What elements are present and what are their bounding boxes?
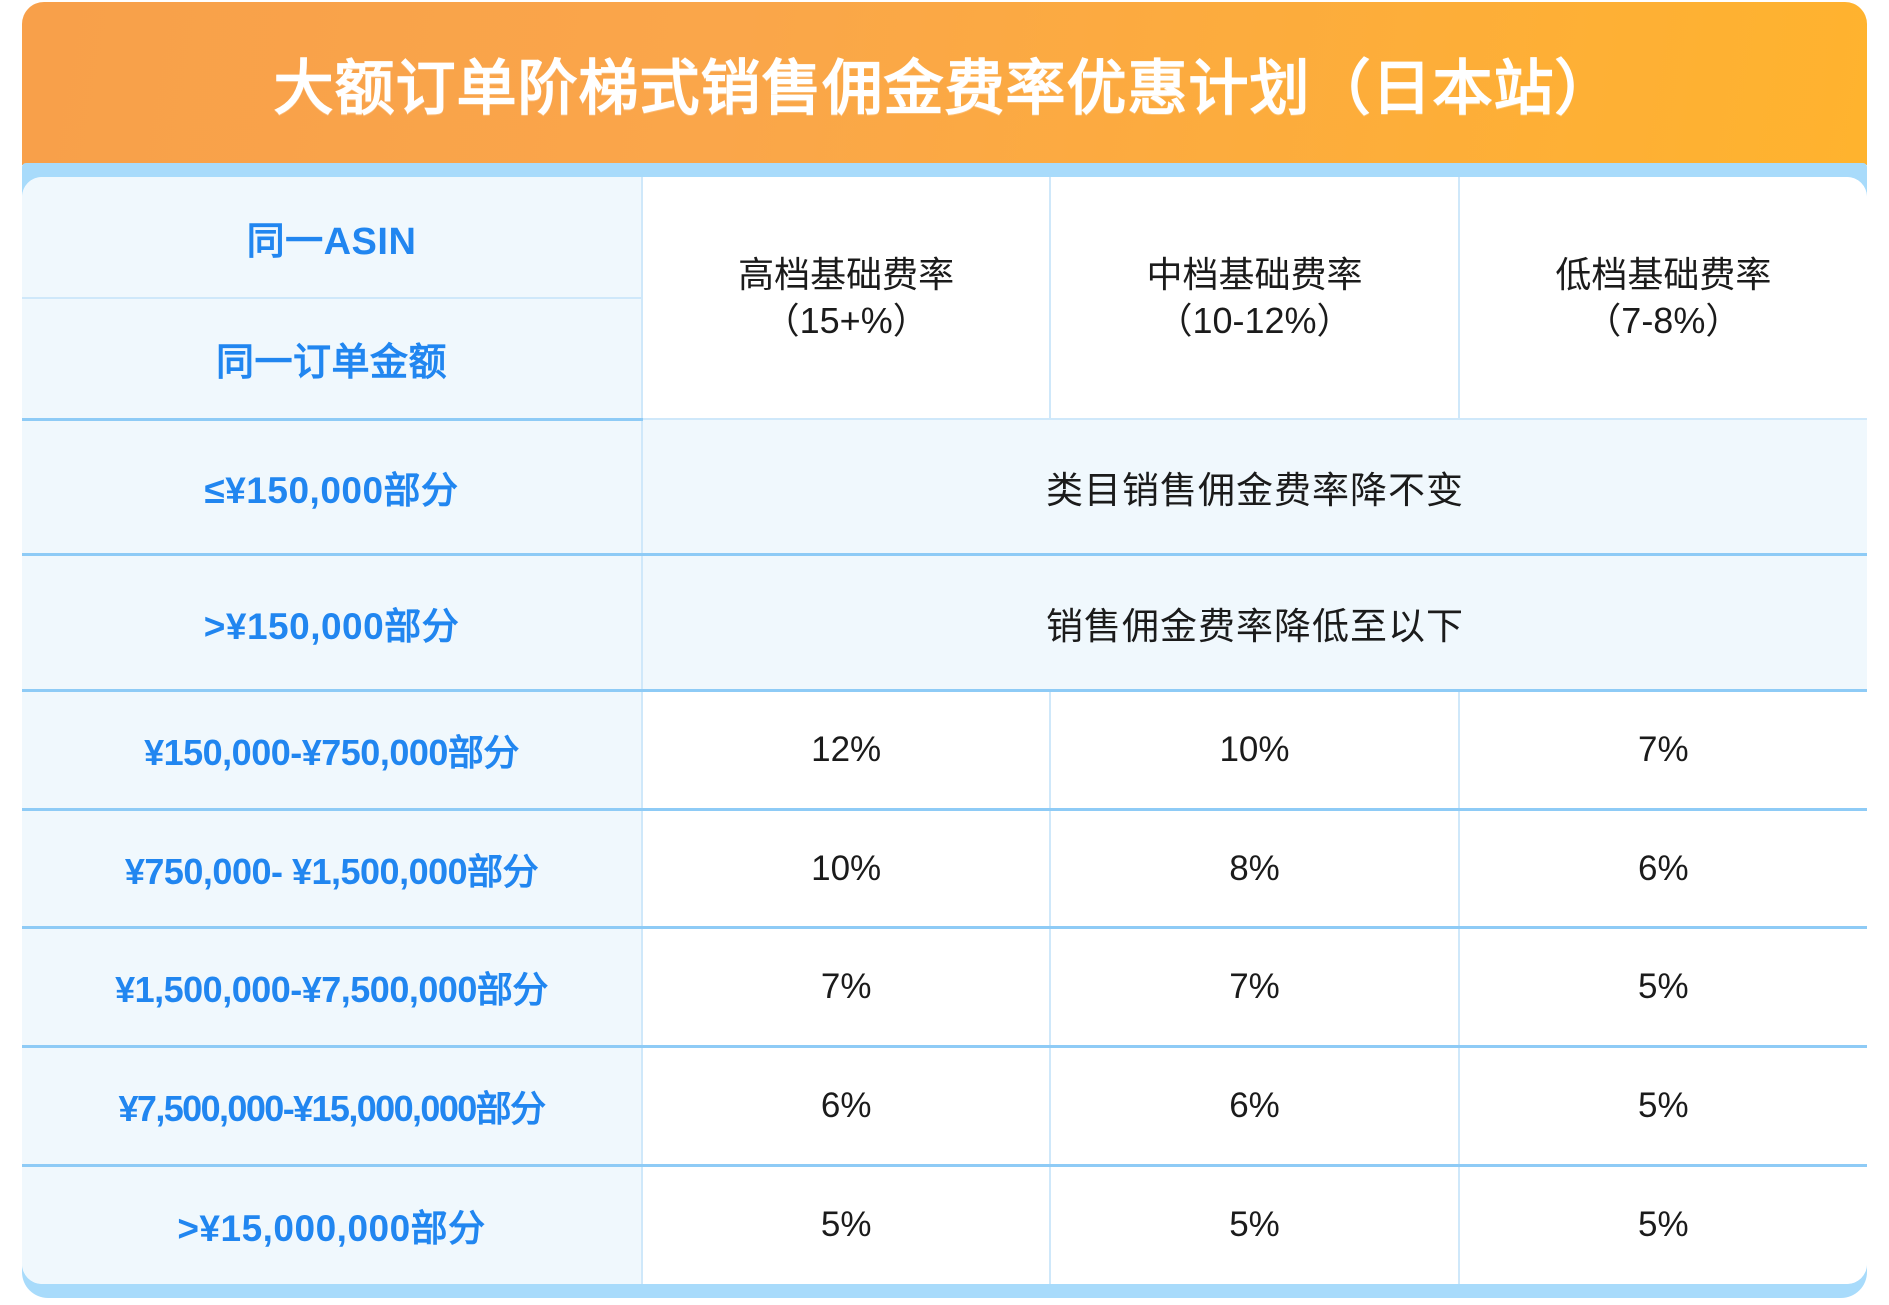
row-note-tier-0: 类目销售佣金费率降不变 <box>641 419 1867 557</box>
table-row: >¥15,000,000部分 5% 5% 5% <box>22 1165 1867 1284</box>
page-title: 大额订单阶梯式销售佣金费率优惠计划（日本站） <box>273 55 1616 122</box>
header-cell-same-order-amount: 同一订单金额 <box>22 298 643 421</box>
table-row: ¥750,000- ¥1,500,000部分 10% 8% 6% <box>22 809 1867 930</box>
cell-mid-2: 7% <box>1049 927 1459 1049</box>
cell-mid-0: 10% <box>1049 690 1459 811</box>
column-header-mid-tier: 中档基础费率 （10-12%） <box>1049 177 1459 421</box>
column-header-low-tier-name: 低档基础费率 <box>1555 253 1772 295</box>
cell-low-1: 6% <box>1457 809 1867 930</box>
column-header-high-tier: 高档基础费率 （15+%） <box>642 177 1051 421</box>
cell-high-0: 12% <box>642 690 1051 811</box>
table-header-row-asin: 同一ASIN 高档基础费率 （15+%） 中档基础费率 （10-12%） 低档基… <box>22 177 1867 421</box>
column-header-mid-tier-range: （10-12%） <box>1156 299 1353 341</box>
table-header-row-order-amount: 同一订单金额 <box>22 298 1867 421</box>
cell-high-4: 5% <box>642 1165 1051 1284</box>
row-label-tier-0: ≤¥150,000部分 <box>22 419 643 557</box>
header-cell-same-asin: 同一ASIN <box>22 177 643 300</box>
cell-high-2: 7% <box>642 927 1051 1049</box>
table-row: >¥150,000部分 销售佣金费率降低至以下 <box>22 554 1867 692</box>
row-label-bracket-3: ¥7,500,000-¥15,000,000部分 <box>22 1046 643 1167</box>
column-header-high-tier-range: （15+%） <box>763 299 929 341</box>
cell-low-0: 7% <box>1457 690 1867 811</box>
row-label-bracket-1: ¥750,000- ¥1,500,000部分 <box>22 809 643 930</box>
row-note-tier-1: 销售佣金费率降低至以下 <box>641 554 1867 692</box>
row-label-bracket-0: ¥150,000-¥750,000部分 <box>22 690 643 811</box>
row-label-tier-1: >¥150,000部分 <box>22 554 643 692</box>
cell-high-3: 6% <box>642 1046 1051 1167</box>
cell-mid-1: 8% <box>1049 809 1459 930</box>
cell-mid-4: 5% <box>1049 1165 1459 1284</box>
table-row: ¥1,500,000-¥7,500,000部分 7% 7% 5% <box>22 927 1867 1049</box>
cell-low-3: 5% <box>1457 1046 1867 1167</box>
row-label-bracket-2: ¥1,500,000-¥7,500,000部分 <box>22 927 643 1049</box>
column-header-high-tier-name: 高档基础费率 <box>738 253 955 295</box>
column-header-low-tier: 低档基础费率 （7-8%） <box>1457 177 1867 421</box>
cell-high-1: 10% <box>642 809 1051 930</box>
banner: 大额订单阶梯式销售佣金费率优惠计划（日本站） <box>22 2 1867 165</box>
cell-low-2: 5% <box>1457 927 1867 1049</box>
cell-low-4: 5% <box>1457 1165 1867 1284</box>
column-header-low-tier-range: （7-8%） <box>1585 299 1742 341</box>
column-header-mid-tier-name: 中档基础费率 <box>1146 253 1363 295</box>
table-row: ¥7,500,000-¥15,000,000部分 6% 6% 5% <box>22 1046 1867 1167</box>
table-row: ¥150,000-¥750,000部分 12% 10% 7% <box>22 690 1867 811</box>
commission-rate-table: 同一ASIN 高档基础费率 （15+%） 中档基础费率 （10-12%） 低档基… <box>22 177 1867 1284</box>
table-frame: 同一ASIN 高档基础费率 （15+%） 中档基础费率 （10-12%） 低档基… <box>22 163 1867 1298</box>
row-label-bracket-4: >¥15,000,000部分 <box>22 1165 643 1284</box>
cell-mid-3: 6% <box>1049 1046 1459 1167</box>
table-row: ≤¥150,000部分 类目销售佣金费率降不变 <box>22 419 1867 557</box>
